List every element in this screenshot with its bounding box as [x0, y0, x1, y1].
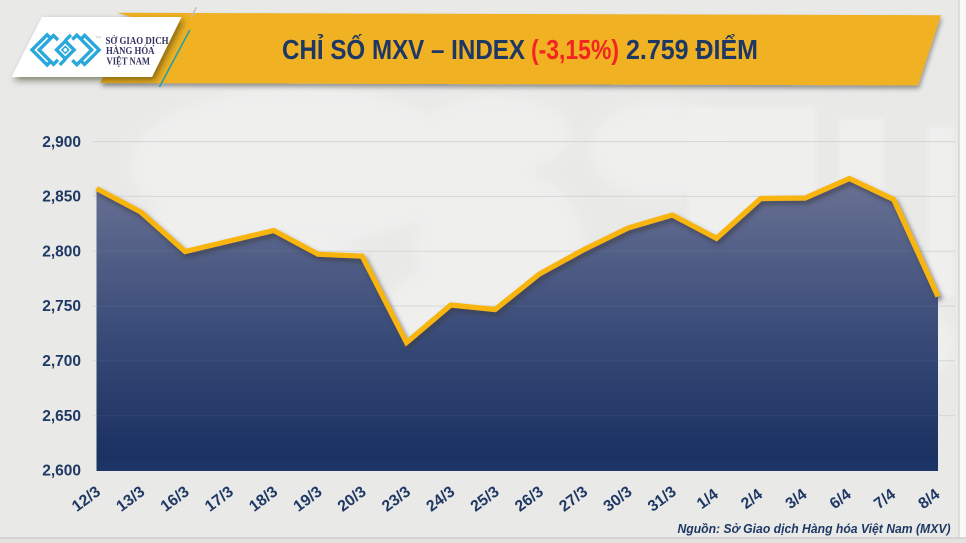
svg-text:2,750: 2,750 — [42, 298, 81, 315]
svg-text:2,650: 2,650 — [42, 408, 81, 425]
svg-text:Nguồn: Sở Giao dịch Hàng hóa V: Nguồn: Sở Giao dịch Hàng hóa Việt Nam (M… — [678, 521, 951, 536]
svg-text:SỞ GIAO DỊCH: SỞ GIAO DỊCH — [106, 35, 169, 47]
svg-text:VIỆT NAM: VIỆT NAM — [107, 54, 151, 67]
svg-text:2,800: 2,800 — [42, 243, 81, 260]
svg-text:HÀNG HÓA: HÀNG HÓA — [106, 45, 155, 57]
svg-text:2,900: 2,900 — [42, 134, 81, 151]
svg-text:2,850: 2,850 — [42, 189, 81, 206]
svg-text:TM: TM — [95, 35, 101, 40]
svg-text:2,700: 2,700 — [42, 353, 81, 370]
svg-text:(-3,15%): (-3,15%) — [531, 34, 619, 65]
svg-text:CHỈ SỐ MXV – INDEX: CHỈ SỐ MXV – INDEX — [282, 33, 526, 65]
svg-text:2.759 ĐIỂM: 2.759 ĐIỂM — [626, 34, 758, 65]
svg-text:2,600: 2,600 — [42, 463, 81, 480]
